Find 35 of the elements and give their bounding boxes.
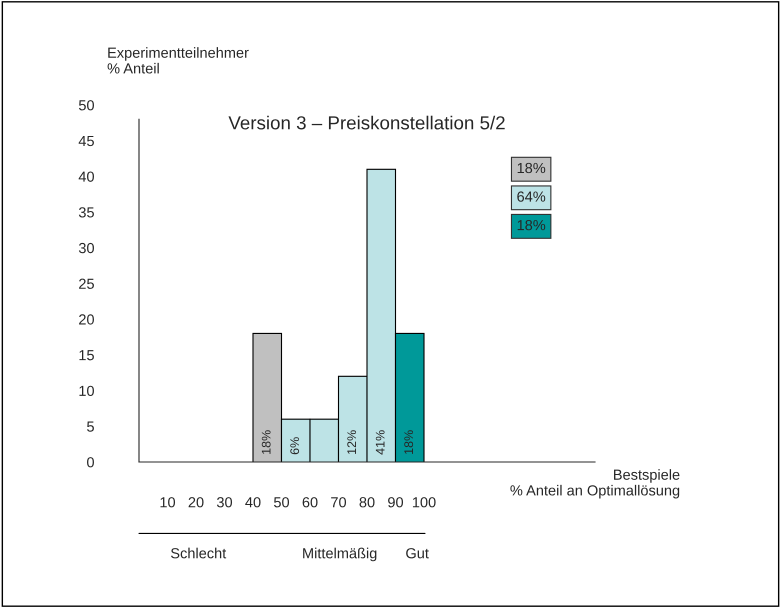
y-tick-label: 5 xyxy=(87,422,94,432)
data-label: 6% xyxy=(290,437,300,454)
y-tick-label: 10 xyxy=(79,386,94,396)
text: 64% xyxy=(517,191,546,202)
data-label: 18% xyxy=(262,430,271,454)
text: 18% xyxy=(518,220,546,230)
y-tick-label: 35 xyxy=(78,207,94,218)
y-tick-label: 45 xyxy=(78,136,94,146)
text: Gut xyxy=(406,548,429,558)
y-tick-label: 30 xyxy=(78,242,94,254)
x-tick-label: 100 xyxy=(412,497,436,508)
y-tick-label: 20 xyxy=(79,314,94,325)
data-label: 41% xyxy=(376,430,385,455)
x-tick-label: 70 xyxy=(331,497,346,508)
text: Schlecht xyxy=(170,548,226,558)
x-tick-label: 30 xyxy=(216,497,232,508)
y-tick-label: 25 xyxy=(79,278,94,289)
x-tick-label: 60 xyxy=(302,497,318,508)
x-tick-label: 90 xyxy=(388,497,404,508)
x-axis-title: Bestspiele % Anteil an Optimallösung xyxy=(510,469,680,498)
y-tick-label: 50 xyxy=(78,100,94,110)
data-label: 12% xyxy=(347,430,356,454)
text: 18% xyxy=(518,162,546,174)
chart-title: Version 3 – Preiskonstellation 5/2 xyxy=(228,116,505,130)
x-tick-label: 80 xyxy=(360,497,375,508)
y-tick-label: 40 xyxy=(78,172,94,182)
x-tick-label: 20 xyxy=(188,497,204,508)
text: Mittelmäßig xyxy=(303,548,376,562)
x-tick-label: 50 xyxy=(274,497,290,508)
data-label: 18% xyxy=(404,430,414,454)
y-tick-label: 0 xyxy=(87,457,94,468)
y-tick-label: 15 xyxy=(79,350,94,360)
x-tick-label: 10 xyxy=(160,497,176,508)
x-tick-label: 40 xyxy=(245,497,261,508)
y-axis-title: Experimentteilnehmer % Anteil xyxy=(108,47,249,74)
